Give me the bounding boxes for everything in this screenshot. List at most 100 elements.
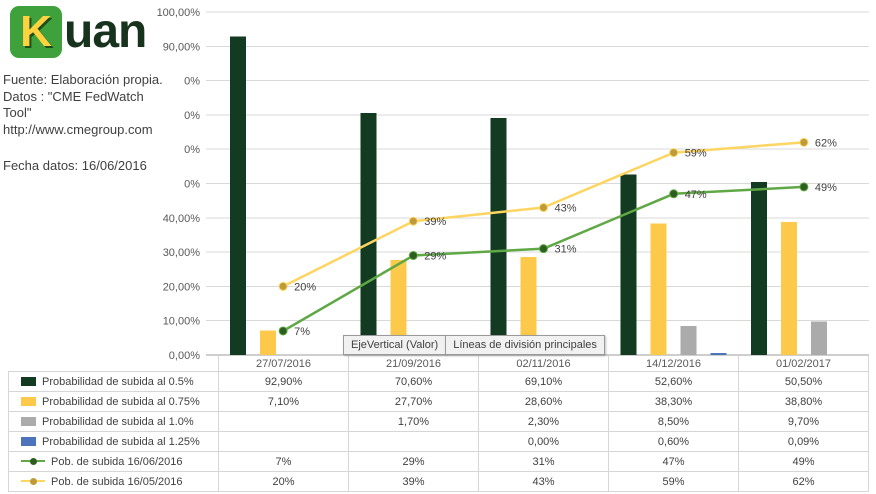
value-cell: 2,30%: [478, 411, 609, 432]
value-cell: 69,10%: [478, 371, 609, 392]
line-marker[interactable]: [278, 281, 288, 291]
bar-series-1[interactable]: [360, 112, 377, 355]
series-label-cell: Pob. de subida 16/06/2016: [8, 451, 219, 472]
table-row: Pob. de subida 16/06/2016 7% 29% 31% 47% 49%: [8, 451, 869, 472]
tooltip-gridlines-name: Líneas de división principales: [445, 335, 605, 355]
series-name: Pob. de subida 16/05/2016: [51, 475, 183, 488]
value-cell: 59%: [608, 471, 739, 492]
source-line: Datos : "CME FedWatch: [3, 88, 144, 104]
table-row: Probabilidad de subida al 1.0% 1,70% 2,30%…: [8, 411, 869, 432]
legend-key-icon: [21, 376, 36, 386]
value-cell: [348, 431, 479, 452]
legend-key-icon: [21, 457, 45, 466]
bar-series-4[interactable]: [710, 352, 727, 355]
source-line: Tool": [3, 105, 32, 120]
table-corner-cell: [8, 356, 219, 372]
table-row: Probabilidad de subida al 0.75% 7,10% 27,7…: [8, 391, 869, 412]
chart-element-tooltip: EjeVertical (Valor) Líneas de división p…: [343, 335, 605, 355]
value-cell: 38,80%: [738, 391, 869, 412]
category-label: 02/11/2016: [478, 356, 609, 372]
category-label: 21/09/2016: [348, 356, 479, 372]
category-label: 27/07/2016: [218, 356, 349, 372]
value-cell: 29%: [348, 451, 479, 472]
value-cell: 38,30%: [608, 391, 739, 412]
line-marker[interactable]: [408, 251, 418, 261]
point-label: 39%: [424, 216, 446, 228]
line-marker[interactable]: [799, 137, 809, 147]
bar-series-1[interactable]: [490, 117, 507, 355]
y-axis-label: 90,00%: [163, 41, 201, 53]
table-header-row: 27/07/2016 21/09/2016 02/11/2016 14/12/2016…: [8, 356, 869, 372]
y-axis-label: 20,00%: [163, 281, 201, 293]
point-label: 31%: [555, 244, 577, 256]
series-name: Probabilidad de subida al 1.25%: [42, 435, 200, 448]
series-label-cell: Pob. de subida 16/05/2016: [8, 471, 219, 492]
table-row: Probabilidad de subida al 1.25% 0,00% 0,60…: [8, 431, 869, 452]
series-name: Probabilidad de subida al 0.5%: [42, 375, 194, 388]
bar-series-2[interactable]: [260, 330, 277, 355]
bar-series-1[interactable]: [750, 181, 767, 355]
kuan-logo: K uan: [10, 6, 147, 58]
value-cell: 50,50%: [738, 371, 869, 392]
value-cell: 49%: [738, 451, 869, 472]
y-axis-label: 40,00%: [163, 213, 201, 225]
bar-series-3[interactable]: [810, 321, 827, 355]
line-marker[interactable]: [539, 203, 548, 213]
legend-key-icon: [21, 477, 45, 486]
y-axis-label: 10,00%: [163, 316, 201, 328]
legend-key-icon: [21, 396, 36, 406]
point-label: 20%: [294, 281, 316, 293]
y-axis-label: 0%: [184, 144, 200, 156]
series-label-cell: Probabilidad de subida al 0.5%: [8, 371, 219, 392]
line-marker[interactable]: [539, 244, 548, 254]
value-cell: 0,60%: [608, 431, 739, 452]
date-textbox[interactable]: Fecha datos: 16/06/2016: [3, 158, 173, 173]
point-label: 29%: [424, 251, 446, 263]
value-cell: 62%: [738, 471, 869, 492]
line-marker[interactable]: [669, 189, 679, 199]
bar-series-3[interactable]: [680, 325, 697, 355]
point-label: 49%: [815, 182, 837, 194]
value-cell: 39%: [348, 471, 479, 492]
value-cell: 28,60%: [478, 391, 609, 412]
value-cell: 43%: [478, 471, 609, 492]
series-name: Probabilidad de subida al 1.0%: [42, 415, 194, 428]
source-textbox[interactable]: Fuente: Elaboración propia. Datos : "CME…: [3, 72, 183, 138]
table-row: Pob. de subida 16/05/2016 20% 39% 43% 59% 62%: [8, 471, 869, 492]
value-cell: 0,09%: [738, 431, 869, 452]
value-cell: [218, 411, 349, 432]
line-marker[interactable]: [278, 326, 288, 336]
line-marker[interactable]: [669, 148, 679, 158]
value-cell: 8,50%: [608, 411, 739, 432]
value-cell: 52,60%: [608, 371, 739, 392]
bar-series-2[interactable]: [650, 223, 667, 355]
tooltip-axis-name: EjeVertical (Valor): [343, 335, 447, 355]
point-label: 47%: [685, 189, 707, 201]
point-label: 7%: [294, 326, 310, 338]
legend-key-icon: [21, 436, 36, 446]
bar-series-1[interactable]: [620, 174, 637, 355]
y-axis-label: 0%: [184, 110, 200, 122]
value-cell: 7%: [218, 451, 349, 472]
point-label: 43%: [555, 203, 577, 215]
series-label-cell: Probabilidad de subida al 1.25%: [8, 431, 219, 452]
value-cell: 9,70%: [738, 411, 869, 432]
value-cell: [218, 431, 349, 452]
bar-series-2[interactable]: [780, 221, 797, 355]
point-label: 62%: [815, 137, 837, 149]
value-cell: 47%: [608, 451, 739, 472]
chart-data-table: 27/07/2016 21/09/2016 02/11/2016 14/12/2016…: [8, 356, 869, 492]
point-label: 59%: [685, 148, 707, 160]
bar-series-2[interactable]: [520, 256, 537, 355]
bar-series-1[interactable]: [230, 36, 247, 356]
bar-series-2[interactable]: [390, 259, 407, 355]
legend-key-icon: [21, 416, 36, 426]
line-marker[interactable]: [408, 216, 418, 226]
value-cell: 1,70%: [348, 411, 479, 432]
line-marker[interactable]: [799, 182, 809, 192]
date-text: Fecha datos: 16/06/2016: [3, 158, 147, 173]
value-cell: 31%: [478, 451, 609, 472]
value-cell: 70,60%: [348, 371, 479, 392]
